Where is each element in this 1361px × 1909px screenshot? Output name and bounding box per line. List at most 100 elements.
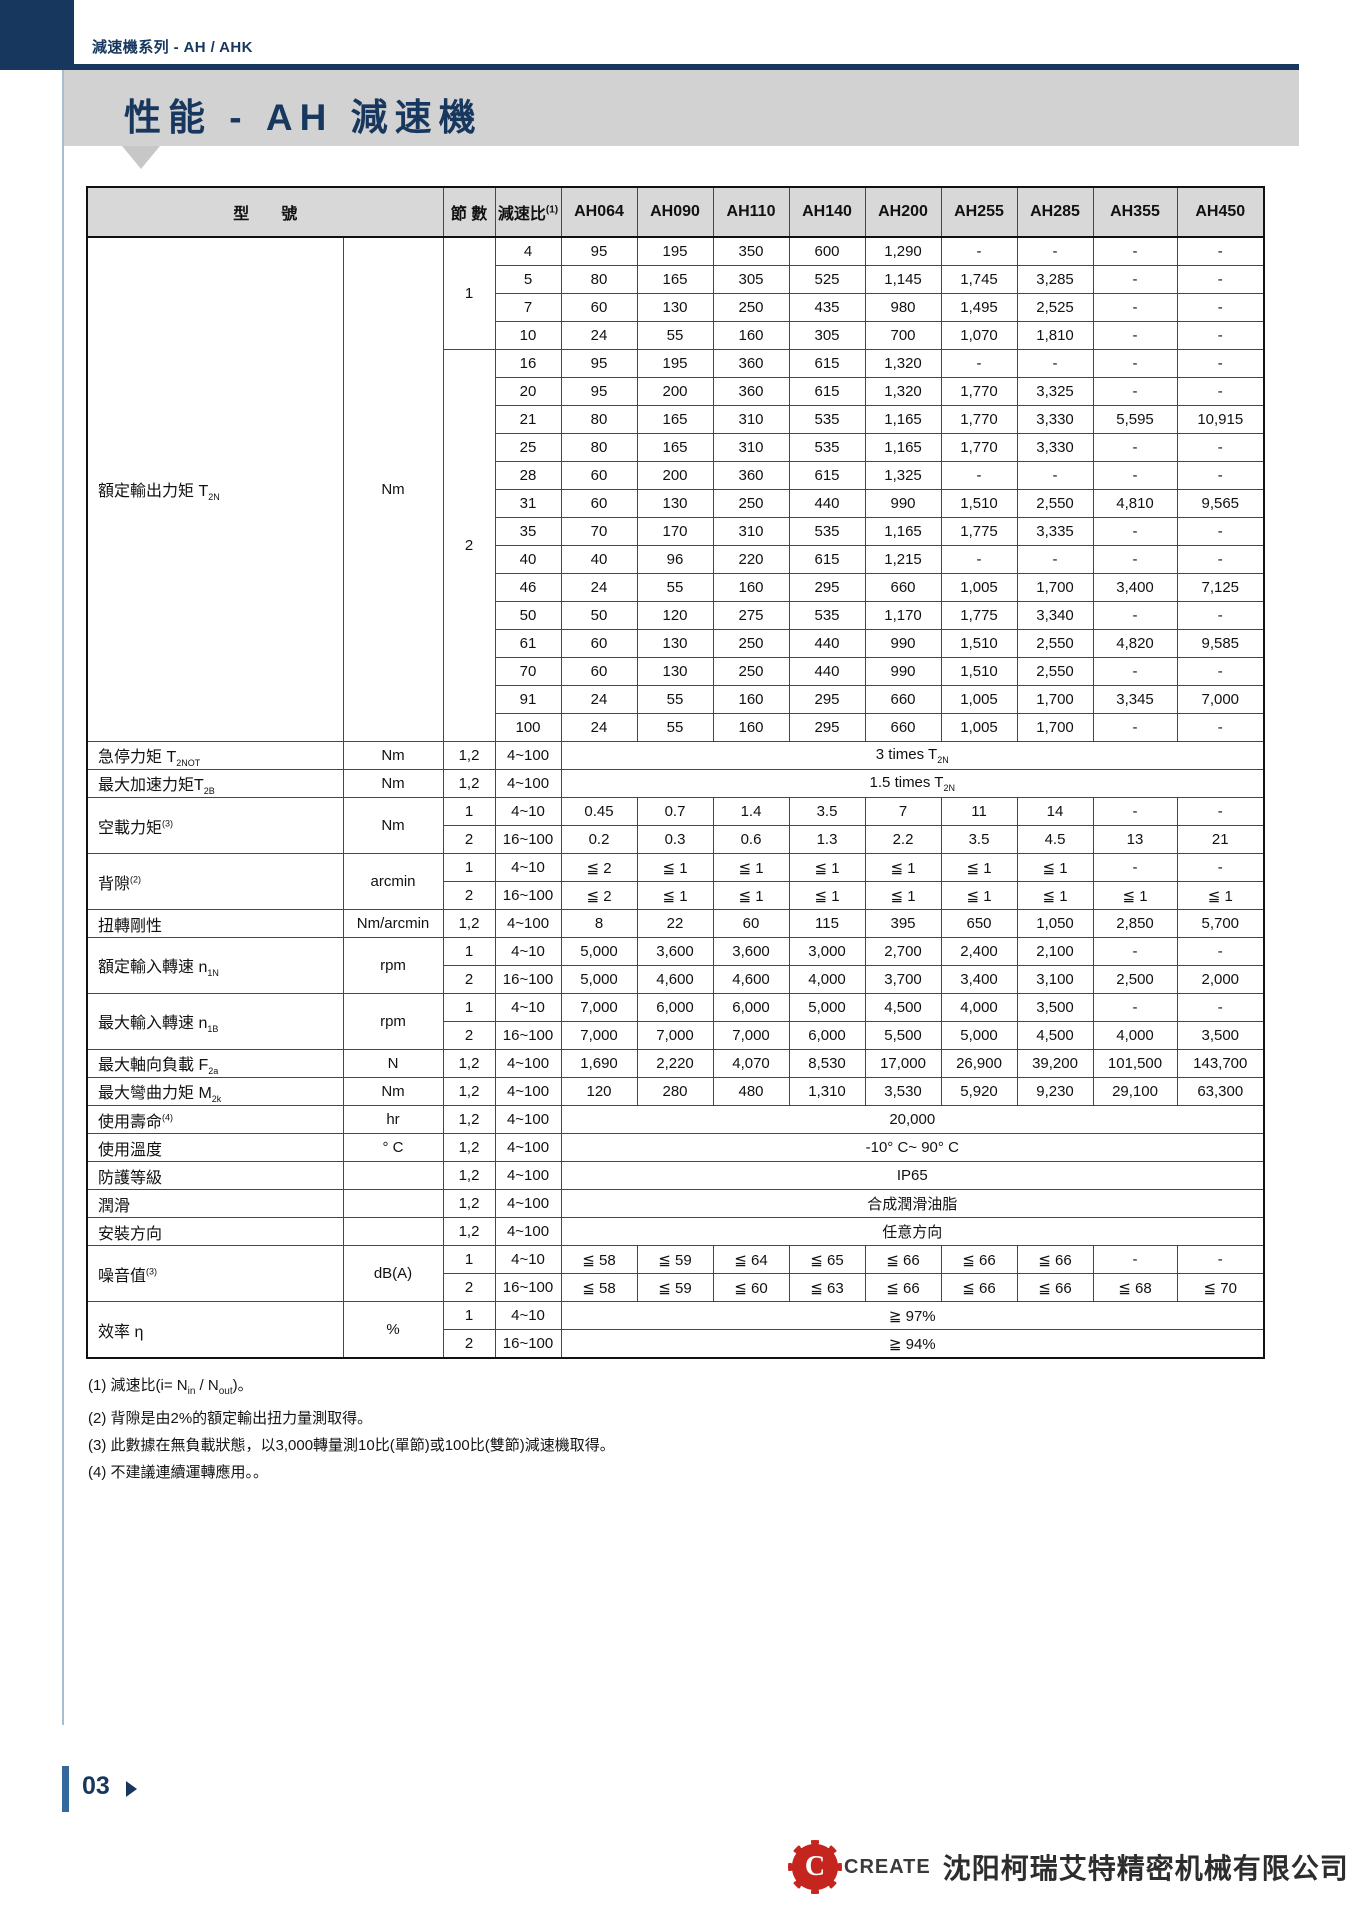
- value-cell: -: [1176, 853, 1265, 882]
- value-cell: 7: [864, 797, 942, 826]
- value-cell: -: [1092, 993, 1178, 1022]
- value-cell: 5,595: [1092, 405, 1178, 434]
- value-cell: 2,850: [1092, 909, 1178, 938]
- span-cell: 1.5 times T2N: [560, 769, 1265, 798]
- stage-cell: 1,2: [442, 1077, 496, 1106]
- table-row: 安裝方向 1,2 4~100 任意方向: [86, 1217, 1265, 1246]
- value-cell: 3,285: [1016, 265, 1094, 294]
- value-cell: -: [1092, 265, 1178, 294]
- value-cell: 615: [788, 545, 866, 574]
- unit-cell: rpm: [342, 993, 444, 1050]
- row-label: 額定輸入轉速 n1N: [86, 937, 344, 994]
- row-label: 扭轉剛性: [86, 909, 344, 938]
- stage-cell: 1,2: [442, 1217, 496, 1246]
- value-cell: 13: [1092, 825, 1178, 854]
- table-header-row: 型 號 節 數 減速比(1) AH064 AH090 AH110 AH140 AH200…: [86, 186, 1265, 238]
- stage-cell: 1: [442, 937, 496, 966]
- value-cell: 1,050: [1016, 909, 1094, 938]
- value-cell: 295: [788, 685, 866, 714]
- stage-cell: 2: [442, 825, 496, 854]
- value-cell: -: [1092, 853, 1178, 882]
- table-row: 40 40 96 220 615 1,215- - - -: [87, 545, 1265, 574]
- value-cell: ≦ 1: [1016, 853, 1094, 882]
- value-cell: 1,775: [940, 517, 1018, 546]
- value-cell: 195: [636, 349, 714, 378]
- table-row: 46 24 55 160 295 660 1,005 1,700 3,400 7,125: [87, 573, 1265, 602]
- value-cell: 7,000: [560, 993, 638, 1022]
- value-cell: -: [1092, 433, 1178, 462]
- value-cell: -: [1016, 349, 1094, 378]
- value-cell: 275: [712, 601, 790, 630]
- row-label: 噪音值(3): [86, 1245, 344, 1302]
- stage-cell: 1,2: [442, 1189, 496, 1218]
- value-cell: -: [1092, 797, 1178, 826]
- value-cell: -: [1092, 601, 1178, 630]
- value-cell: ≦ 60: [712, 1273, 790, 1302]
- value-cell: 310: [712, 517, 790, 546]
- value-cell: 160: [712, 685, 790, 714]
- value-cell: 143,700: [1176, 1049, 1265, 1078]
- value-cell: 990: [864, 489, 942, 518]
- value-cell: 3,500: [1016, 993, 1094, 1022]
- value-cell: 535: [788, 433, 866, 462]
- value-cell: 3,325: [1016, 377, 1094, 406]
- value-cell: -: [1092, 1245, 1178, 1274]
- value-cell: -: [1176, 236, 1265, 266]
- value-cell: -: [1176, 461, 1265, 490]
- col-header-ah355: AH355: [1092, 186, 1178, 238]
- value-cell: 9,230: [1016, 1077, 1094, 1106]
- row-label: 背隙(2): [86, 853, 344, 910]
- value-cell: 6,000: [712, 993, 790, 1022]
- value-cell: 3,335: [1016, 517, 1094, 546]
- ratio-cell: 4~100: [494, 1077, 562, 1106]
- value-cell: ≦ 1: [1016, 881, 1094, 910]
- footnote-3: (3) 此數據在無負載狀態，以3,000轉量測10比(單節)或100比(雙節)減…: [88, 1437, 615, 1454]
- value-cell: ≦ 1: [788, 853, 866, 882]
- value-cell: 60: [712, 909, 790, 938]
- value-cell: 5,000: [788, 993, 866, 1022]
- value-cell: 440: [788, 489, 866, 518]
- value-cell: 435: [788, 293, 866, 322]
- unit-cell: Nm: [342, 769, 444, 798]
- value-cell: -: [1176, 545, 1265, 574]
- value-cell: ≦ 1: [636, 853, 714, 882]
- stage-cell: 1,2: [442, 741, 496, 770]
- unit-cell: %: [342, 1301, 444, 1359]
- value-cell: 200: [636, 461, 714, 490]
- span-cell: IP65: [560, 1161, 1265, 1190]
- value-cell: 5,000: [560, 937, 638, 966]
- value-cell: ≦ 58: [560, 1245, 638, 1274]
- value-cell: 26,900: [940, 1049, 1018, 1078]
- unit-cell: arcmin: [342, 853, 444, 910]
- gear-logo-icon: C: [788, 1840, 842, 1894]
- span-cell: ≧ 97%: [560, 1301, 1265, 1330]
- value-cell: 1,320: [864, 349, 942, 378]
- value-cell: -: [1016, 545, 1094, 574]
- table-row: 20 95 200 360 615 1,320 1,770 3,325- -: [87, 377, 1265, 406]
- value-cell: 160: [712, 321, 790, 350]
- unit-cell: Nm: [342, 741, 444, 770]
- table-row: 21 80 165 310 535 1,165 1,770 3,330 5,595 10,915: [87, 405, 1265, 434]
- value-cell: 7,000: [560, 1021, 638, 1050]
- footnote-1: (1) 減速比(i= Nin / Nout)。: [88, 1377, 253, 1397]
- col-header-ah255: AH255: [940, 186, 1018, 238]
- value-cell: 2,100: [1016, 937, 1094, 966]
- value-cell: 360: [712, 461, 790, 490]
- table-row: 2 16~100 5,000 4,600 4,600 4,000 3,700 3,400 3,1…: [87, 965, 1265, 994]
- stage-cell: 1,2: [442, 909, 496, 938]
- top-rule: [0, 64, 1299, 70]
- table-row: 使用溫度 ° C 1,2 4~100 -10° C~ 90° C: [86, 1133, 1265, 1162]
- value-cell: -: [1092, 349, 1178, 378]
- stage-cell: 1: [442, 853, 496, 882]
- row-label: 潤滑: [86, 1189, 344, 1218]
- value-cell: 525: [788, 265, 866, 294]
- table-row: 70 60 130 250 440 990 1,510 2,550- -: [87, 657, 1265, 686]
- value-cell: 24: [560, 685, 638, 714]
- row-label: 額定輸出力矩 T2N: [86, 236, 344, 742]
- value-cell: 3,600: [636, 937, 714, 966]
- value-cell: 55: [636, 685, 714, 714]
- value-cell: 6,000: [636, 993, 714, 1022]
- table-row: 5 80 165 305 525 1,145 1,745 3,285- -: [87, 265, 1265, 294]
- ratio-cell: 16~100: [494, 825, 562, 854]
- value-cell: 1,495: [940, 293, 1018, 322]
